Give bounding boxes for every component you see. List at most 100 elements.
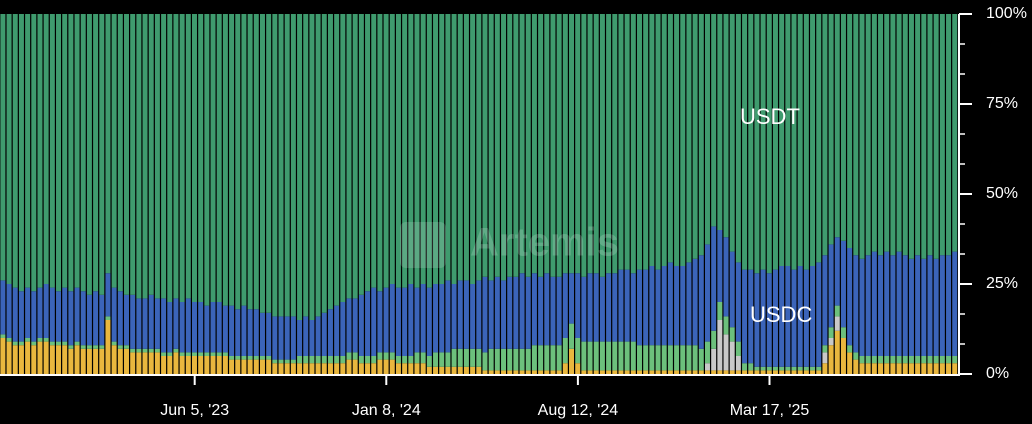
bar-segment — [581, 370, 587, 374]
bar-segment — [99, 14, 105, 295]
bar-segment — [117, 291, 123, 346]
bar-segment — [315, 14, 321, 317]
bar-segment — [822, 255, 828, 346]
bar-segment — [284, 316, 290, 360]
bar-segment — [779, 366, 785, 371]
bar-segment — [865, 14, 871, 256]
bar-segment — [185, 352, 191, 356]
bar-segment — [946, 255, 952, 356]
bar-segment — [921, 363, 927, 374]
bar-segment — [161, 356, 167, 374]
bar-segment — [198, 14, 204, 302]
bar-segment — [952, 14, 958, 252]
bar-segment — [680, 14, 686, 266]
bar-segment — [204, 352, 210, 356]
bar-segment — [451, 14, 457, 284]
bar-segment — [25, 341, 31, 374]
bar-segment — [834, 316, 840, 331]
bar-segment — [649, 14, 655, 266]
bar-segment — [414, 352, 420, 364]
bar-segment — [74, 14, 80, 288]
bar-segment — [136, 348, 142, 353]
bar-segment — [680, 370, 686, 374]
bar-segment — [62, 14, 68, 288]
bar-segment — [49, 287, 55, 342]
bar-segment — [871, 251, 877, 356]
bar-segment — [216, 352, 222, 356]
bar-segment — [692, 14, 698, 259]
bar-segment — [599, 14, 605, 277]
bar-segment — [130, 352, 136, 374]
bar-segment — [414, 363, 420, 374]
bar-segment — [915, 356, 921, 364]
bar-segment — [575, 338, 581, 364]
bar-segment — [303, 356, 309, 364]
bar-segment — [124, 14, 129, 295]
bar-segment — [878, 363, 884, 374]
bar-segment — [791, 14, 797, 270]
bar-segment — [389, 284, 395, 353]
x-tick-label: Aug 12, '24 — [538, 402, 619, 419]
bar-segment — [451, 366, 457, 374]
bar-segment — [754, 366, 760, 371]
bar-segment — [562, 273, 568, 338]
bar-segment — [556, 276, 562, 346]
bar-segment — [241, 356, 247, 360]
bar-segment — [816, 366, 822, 371]
bar-segment — [148, 348, 154, 353]
bar-segment — [698, 14, 704, 256]
bar-segment — [531, 14, 537, 274]
bar-segment — [433, 352, 439, 367]
bar-segment — [210, 14, 216, 302]
bar-segment — [377, 14, 383, 292]
bar-segment — [890, 14, 896, 256]
bar-segment — [686, 262, 692, 346]
bar-segment — [247, 14, 253, 310]
bar-segment — [735, 356, 741, 371]
bar-segment — [810, 14, 816, 266]
bar-segment — [507, 276, 513, 349]
bar-segment — [884, 251, 890, 356]
bar-segment — [340, 356, 346, 364]
bar-segment — [742, 363, 748, 371]
bar-segment — [358, 294, 364, 356]
bar-segment — [939, 356, 945, 364]
bar-segment — [803, 370, 809, 374]
bar-segment — [748, 370, 754, 374]
bar-segment — [729, 370, 735, 374]
bar-segment — [272, 14, 278, 317]
bar-segment — [581, 276, 587, 342]
bar-segment — [18, 14, 24, 292]
x-tick-label: Mar 17, '25 — [730, 402, 810, 419]
series-annotation: USDC — [750, 302, 812, 327]
bar-segment — [216, 302, 222, 353]
bar-segment — [167, 352, 173, 356]
bar-segment — [661, 14, 667, 266]
bar-segment — [853, 255, 859, 353]
bar-segment — [365, 363, 371, 374]
bar-segment — [754, 273, 760, 367]
bar-segment — [204, 305, 210, 353]
bar-segment — [105, 320, 111, 374]
bar-segment — [185, 356, 191, 374]
bar-segment — [327, 356, 333, 364]
bar-segment — [674, 345, 680, 371]
bar-segment — [890, 363, 896, 374]
bar-segment — [297, 320, 303, 356]
bar-segment — [457, 348, 463, 367]
bar-segment — [259, 14, 265, 313]
bar-segment — [470, 14, 476, 284]
bar-segment — [68, 14, 74, 292]
bar-segment — [772, 14, 778, 270]
bar-segment — [222, 352, 228, 356]
bar-segment — [952, 356, 958, 364]
bar-segment — [785, 366, 791, 371]
bar-segment — [630, 14, 636, 274]
bar-segment — [86, 14, 92, 295]
bar-segment — [921, 356, 927, 364]
bar-segment — [742, 370, 748, 374]
bar-segment — [637, 269, 642, 346]
bar-segment — [457, 14, 463, 281]
bar-segment — [451, 284, 457, 349]
bar-segment — [340, 302, 346, 356]
